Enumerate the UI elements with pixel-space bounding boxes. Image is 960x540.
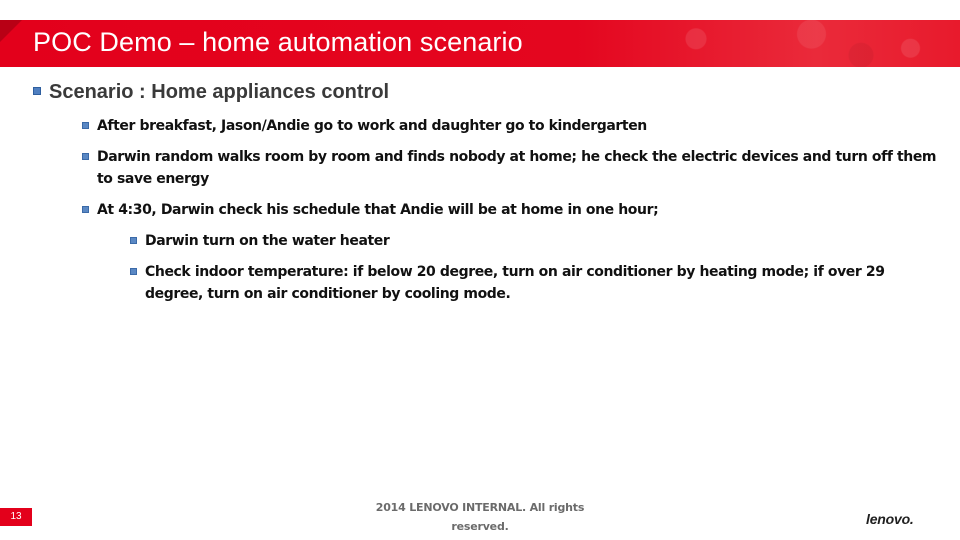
bullet-square-icon [82, 153, 89, 160]
page-number: 13 [0, 508, 32, 526]
slide-title: POC Demo – home automation scenario [33, 27, 523, 57]
bullet-item-1: After breakfast, Jason/Andie go to work … [97, 118, 647, 134]
bullet-item-2: Darwin random walks room by room and fin… [97, 149, 937, 187]
bullet-item-3: At 4:30, Darwin check his schedule that … [97, 202, 659, 218]
footer-line-1: 2014 LENOVO INTERNAL. All rights [375, 501, 585, 514]
bullet-square-icon [130, 237, 137, 244]
bullet-square-icon [130, 268, 137, 275]
sub-bullet-item-2: Check indoor temperature: if below 20 de… [145, 264, 885, 302]
bullet-square-icon [82, 206, 89, 213]
footer-copyright: 2014 LENOVO INTERNAL. All rights reserve… [360, 498, 600, 536]
footer-line-2: reserved. [451, 520, 509, 533]
title-bar [0, 20, 960, 67]
sub-bullet-item-1: Darwin turn on the water heater [145, 233, 390, 249]
bullet-square-icon [33, 87, 41, 95]
bullet-square-icon [82, 122, 89, 129]
section-heading: Scenario : Home appliances control [49, 81, 390, 103]
title-bar-notch [0, 20, 22, 42]
lenovo-logo: lenovo. [866, 511, 914, 527]
